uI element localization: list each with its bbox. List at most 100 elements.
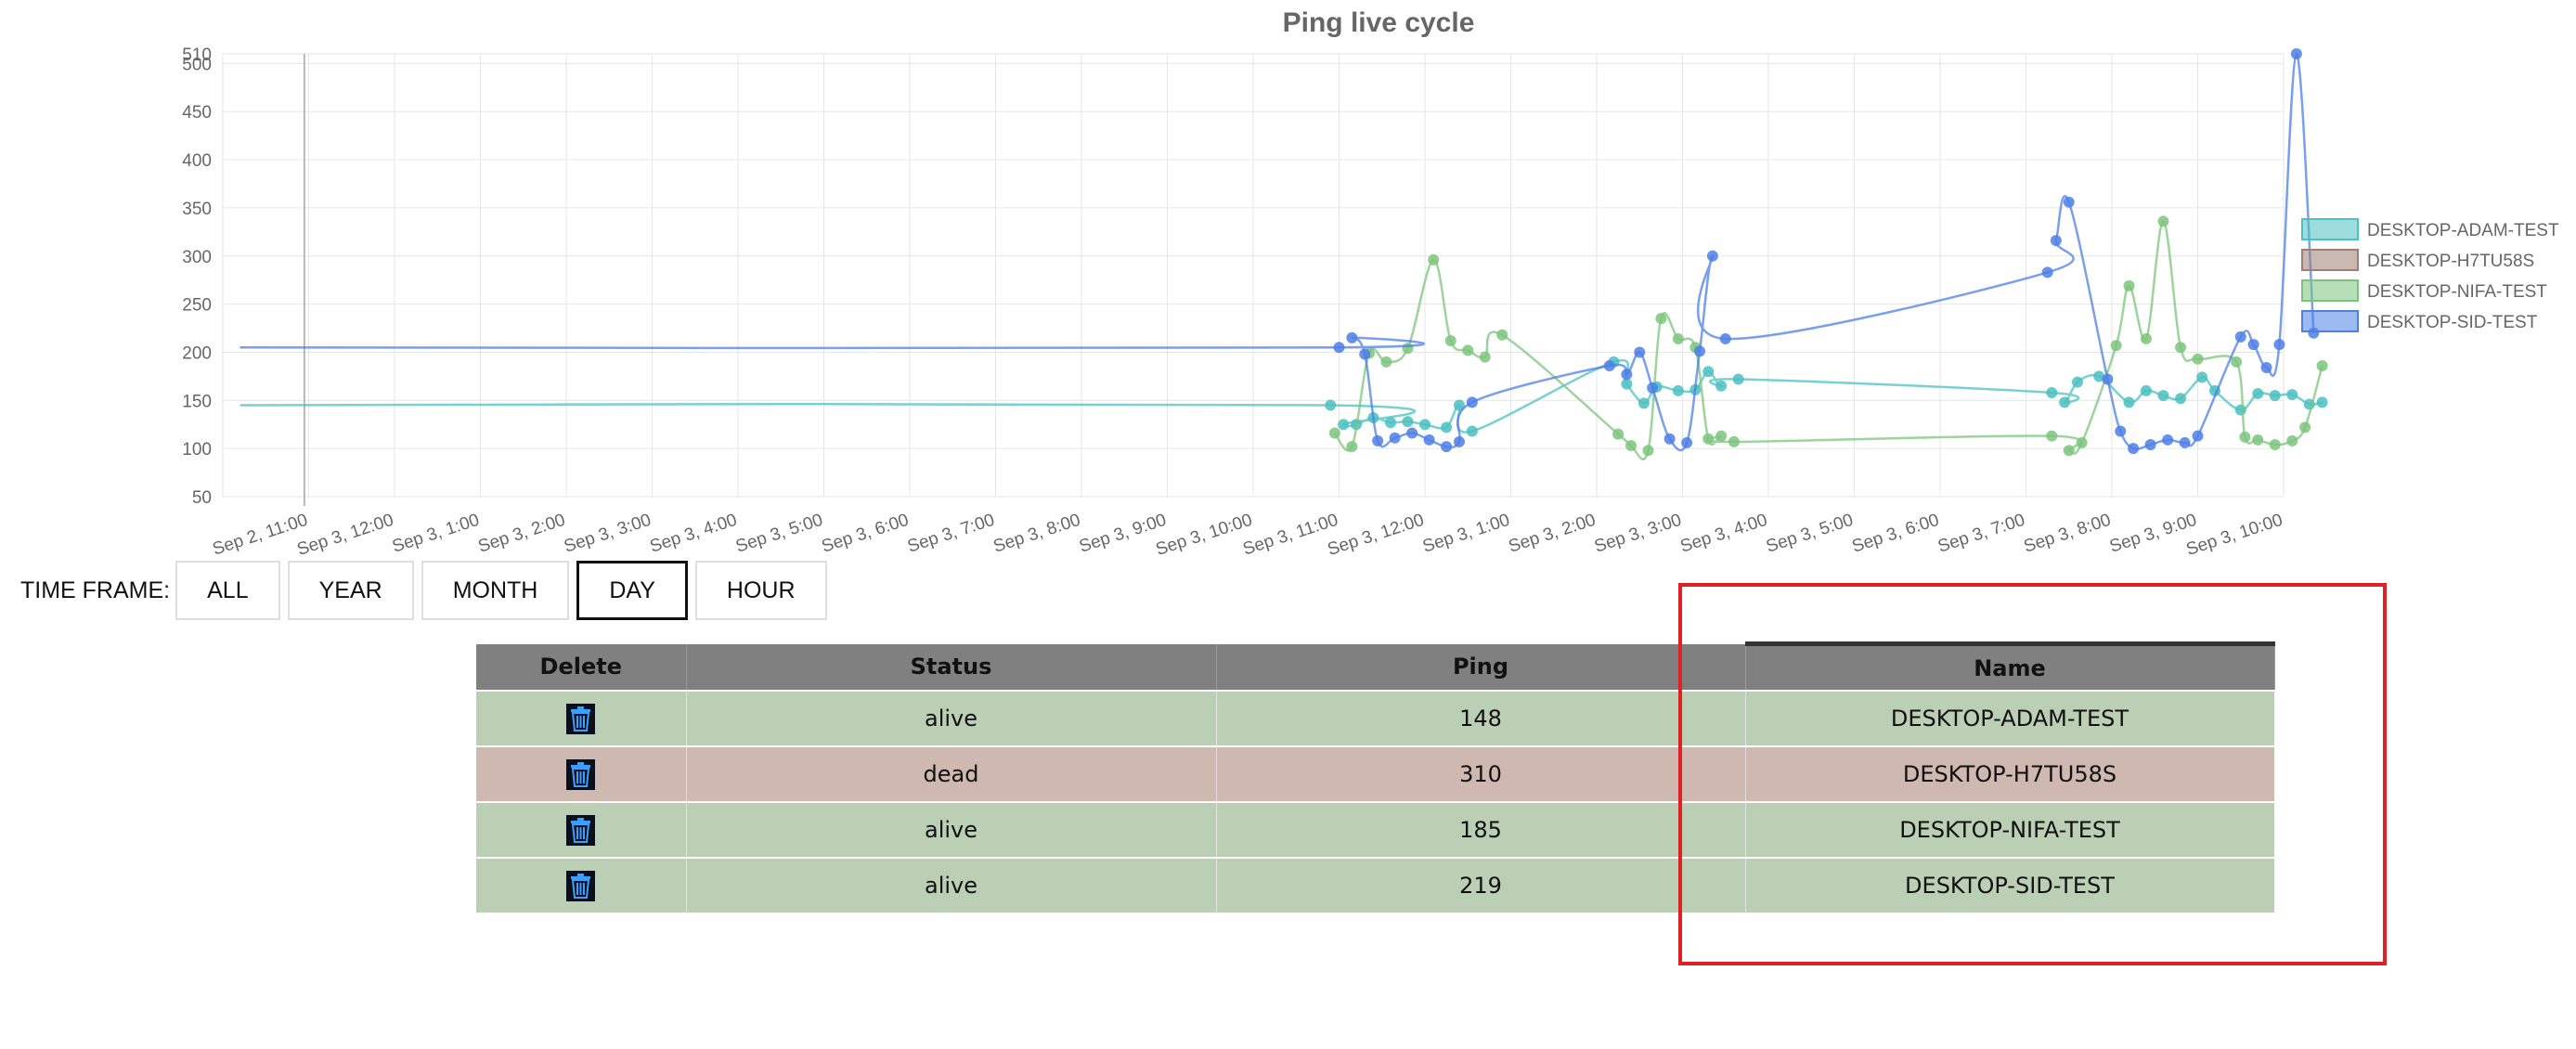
data-point[interactable]	[1732, 373, 1744, 385]
data-point[interactable]	[2157, 390, 2169, 402]
data-point[interactable]	[2247, 339, 2259, 351]
data-point[interactable]	[1325, 399, 1337, 411]
trash-icon[interactable]	[566, 703, 596, 734]
data-point[interactable]	[1706, 250, 1718, 262]
data-point[interactable]	[2063, 445, 2075, 457]
time-frame-hour-button[interactable]: HOUR	[694, 561, 827, 620]
data-point[interactable]	[1428, 253, 1440, 265]
data-point[interactable]	[2269, 390, 2281, 402]
data-point[interactable]	[1642, 445, 1654, 457]
data-point[interactable]	[2162, 434, 2174, 446]
data-point[interactable]	[2157, 215, 2169, 227]
data-point[interactable]	[1466, 425, 1478, 437]
data-point[interactable]	[1715, 380, 1728, 392]
trash-icon[interactable]	[566, 758, 596, 790]
data-point[interactable]	[1402, 343, 1414, 355]
data-point[interactable]	[1380, 356, 1392, 368]
time-frame-year-button[interactable]: YEAR	[287, 561, 414, 620]
data-point[interactable]	[1625, 440, 1637, 452]
data-point[interactable]	[1466, 396, 1478, 408]
data-point[interactable]	[2115, 425, 2127, 437]
column-header-ping[interactable]: Ping	[1216, 643, 1746, 691]
data-point[interactable]	[2123, 396, 2135, 408]
data-point[interactable]	[1694, 345, 1705, 357]
time-frame-day-button[interactable]: DAY	[576, 561, 688, 620]
data-point[interactable]	[2290, 48, 2302, 59]
data-point[interactable]	[1647, 382, 1659, 394]
data-point[interactable]	[1389, 432, 1401, 444]
data-point[interactable]	[1621, 369, 1633, 381]
data-point[interactable]	[1612, 428, 1625, 440]
data-point[interactable]	[1621, 378, 1633, 390]
legend-label[interactable]: DESKTOP-ADAM-TEST	[2367, 221, 2559, 240]
data-point[interactable]	[1419, 419, 1430, 431]
data-point[interactable]	[1406, 427, 1418, 439]
data-point[interactable]	[2252, 434, 2264, 446]
data-point[interactable]	[1479, 351, 1491, 363]
data-point[interactable]	[1346, 441, 1358, 453]
data-point[interactable]	[2076, 436, 2088, 448]
data-point[interactable]	[1496, 329, 1508, 341]
legend-swatch[interactable]	[2301, 279, 2359, 302]
data-point[interactable]	[2239, 431, 2251, 443]
data-point[interactable]	[2179, 436, 2191, 448]
data-point[interactable]	[1719, 332, 1731, 344]
data-point[interactable]	[2123, 279, 2135, 291]
data-point[interactable]	[1715, 430, 1728, 442]
data-point[interactable]	[1333, 342, 1345, 354]
data-point[interactable]	[1441, 421, 1453, 434]
data-point[interactable]	[1681, 436, 1693, 448]
data-point[interactable]	[2286, 389, 2298, 401]
data-point[interactable]	[2316, 396, 2328, 408]
data-point[interactable]	[2192, 430, 2204, 442]
data-point[interactable]	[1402, 416, 1414, 428]
legend-swatch[interactable]	[2301, 218, 2359, 240]
data-point[interactable]	[2072, 376, 2083, 388]
trash-icon[interactable]	[566, 870, 596, 901]
column-header-name[interactable]: Name	[1745, 641, 2275, 691]
data-point[interactable]	[2041, 266, 2053, 278]
time-frame-month-button[interactable]: MONTH	[421, 561, 570, 620]
data-point[interactable]	[2050, 235, 2062, 247]
data-point[interactable]	[2316, 359, 2328, 371]
data-point[interactable]	[2273, 339, 2285, 351]
data-point[interactable]	[1385, 417, 1396, 429]
legend-swatch[interactable]	[2301, 249, 2359, 271]
data-point[interactable]	[1328, 427, 1340, 439]
data-point[interactable]	[2102, 373, 2114, 385]
time-frame-all-button[interactable]: ALL	[175, 561, 280, 620]
data-point[interactable]	[1663, 433, 1676, 445]
data-point[interactable]	[2269, 439, 2281, 451]
data-point[interactable]	[2063, 196, 2075, 208]
data-point[interactable]	[2141, 384, 2152, 396]
data-point[interactable]	[2175, 342, 2186, 354]
data-point[interactable]	[1655, 313, 1667, 325]
column-header-delete[interactable]: Delete	[476, 643, 687, 691]
data-point[interactable]	[2144, 439, 2156, 451]
data-point[interactable]	[2110, 340, 2122, 352]
data-point[interactable]	[2046, 430, 2058, 442]
data-point[interactable]	[2093, 370, 2105, 382]
data-point[interactable]	[2286, 434, 2298, 447]
data-point[interactable]	[2234, 404, 2246, 416]
data-point[interactable]	[1638, 397, 1650, 409]
data-point[interactable]	[2175, 393, 2186, 405]
data-point[interactable]	[1346, 331, 1358, 343]
legend-label[interactable]: DESKTOP-H7TU58S	[2367, 252, 2534, 271]
data-point[interactable]	[2128, 443, 2140, 455]
data-point[interactable]	[1672, 384, 1684, 396]
data-point[interactable]	[2059, 396, 2071, 408]
data-point[interactable]	[1462, 344, 1474, 356]
trash-icon[interactable]	[566, 814, 596, 846]
data-point[interactable]	[1423, 434, 1435, 446]
data-point[interactable]	[1454, 435, 1465, 447]
data-point[interactable]	[2231, 356, 2243, 368]
legend-label[interactable]: DESKTOP-SID-TEST	[2367, 313, 2538, 332]
data-point[interactable]	[1338, 419, 1350, 431]
data-point[interactable]	[1634, 346, 1646, 358]
data-point[interactable]	[1444, 335, 1456, 347]
data-point[interactable]	[2260, 362, 2272, 374]
data-point[interactable]	[2046, 387, 2058, 399]
data-point[interactable]	[1454, 399, 1465, 411]
data-point[interactable]	[1728, 435, 1740, 447]
